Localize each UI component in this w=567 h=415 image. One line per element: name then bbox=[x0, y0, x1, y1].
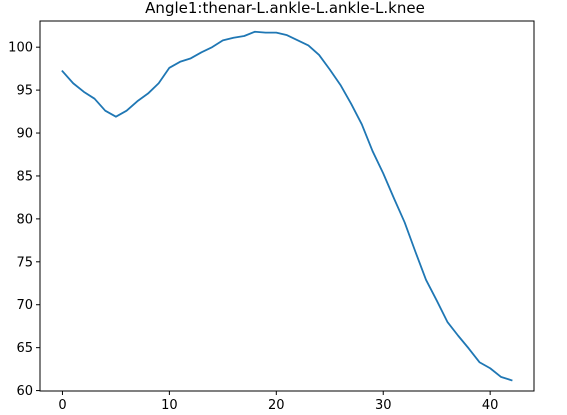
x-tick-label: 20 bbox=[268, 398, 285, 413]
y-tick-label: 80 bbox=[16, 212, 33, 227]
x-tick-label: 0 bbox=[58, 398, 66, 413]
plot-area bbox=[61, 30, 513, 382]
y-tick-label: 100 bbox=[8, 41, 33, 56]
y-tick-label: 70 bbox=[16, 298, 33, 313]
x-tick-label: 10 bbox=[161, 398, 178, 413]
axes: 0 10 20 30 40 60 65 70 75 80 85 90 95 100 bbox=[8, 20, 535, 413]
y-tick-label: 90 bbox=[16, 127, 33, 142]
y-tick-label: 85 bbox=[16, 169, 33, 184]
chart-title: Angle1:thenar-L.ankle-L.ankle-L.knee bbox=[145, 0, 425, 17]
series-line-0 bbox=[61, 30, 513, 382]
x-tick-label: 40 bbox=[482, 398, 499, 413]
axes-frame bbox=[39, 20, 535, 392]
y-tick-label: 65 bbox=[16, 341, 33, 356]
x-tick-label: 30 bbox=[375, 398, 392, 413]
y-tick-label: 60 bbox=[16, 384, 33, 399]
y-tick-label: 95 bbox=[16, 84, 33, 99]
y-tick-label: 75 bbox=[16, 255, 33, 270]
